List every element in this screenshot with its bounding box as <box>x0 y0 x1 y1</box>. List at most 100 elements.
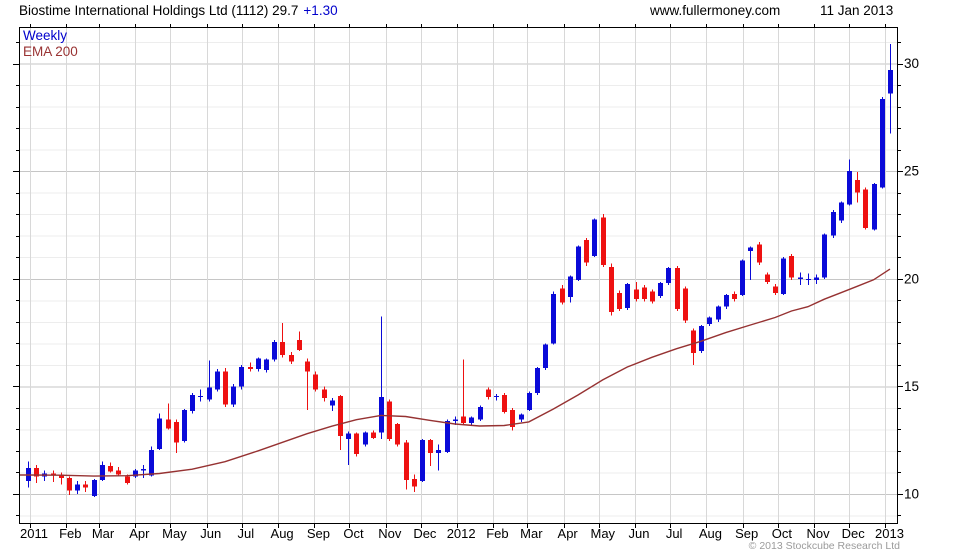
x-tick-label: Feb <box>59 526 81 541</box>
x-tick-label: Oct <box>772 526 793 541</box>
candle-body-up <box>100 464 105 480</box>
candle-body-down <box>280 342 285 356</box>
x-tick-label: 2011 <box>20 526 48 541</box>
y-tick-label: 20 <box>904 271 919 286</box>
candle-body-up <box>494 396 499 398</box>
candle-body-down <box>67 477 72 491</box>
x-tick-label: Nov <box>807 526 831 541</box>
candle-body-down <box>683 288 688 321</box>
candle-body-down <box>371 432 376 439</box>
candle-body-up <box>272 342 277 360</box>
candle-body-up <box>453 419 458 421</box>
candle-body-down <box>773 286 778 293</box>
candle-body-up <box>592 219 597 257</box>
candle-body-up <box>707 317 712 324</box>
candle-body-down <box>34 468 39 477</box>
candle-body-down <box>765 274 770 282</box>
ema-200-line <box>19 268 891 477</box>
x-tick-label: Sep <box>735 526 758 541</box>
candle-body-up <box>699 326 704 351</box>
price-change: +1.30 <box>303 3 338 18</box>
legend-timeframe: Weekly <box>23 28 68 43</box>
x-tick-label: Oct <box>343 526 364 541</box>
x-tick-label: Jun <box>629 526 650 541</box>
candle-body-up <box>716 306 721 320</box>
x-tick-label: Dec <box>842 526 866 541</box>
candle-body-up <box>872 184 877 230</box>
x-tick-label: Jul <box>238 526 255 541</box>
candle-body-up <box>264 359 269 371</box>
candle-body-up <box>658 283 663 296</box>
candle-body-up <box>141 469 146 471</box>
candle-body-down <box>338 396 343 436</box>
candle-body-down <box>560 288 565 303</box>
instrument-title: Biostime International Holdings Ltd (111… <box>19 3 299 18</box>
candle-body-down <box>510 410 515 428</box>
candle-body-up <box>625 284 630 308</box>
x-tick-label: Sep <box>307 526 330 541</box>
candle-body-down <box>248 366 253 370</box>
candle-body-down <box>166 419 171 429</box>
candle-body-up <box>831 212 836 236</box>
date-label: 11 Jan 2013 <box>820 3 894 18</box>
candle-body-up <box>363 432 368 445</box>
candle-body-up <box>535 368 540 393</box>
x-tick-label: Mar <box>92 526 115 541</box>
y-tick-label: 10 <box>904 486 919 501</box>
candle-body-down <box>855 179 860 193</box>
candle-body-up <box>231 386 236 405</box>
candle-body-down <box>395 424 400 445</box>
candle-body-up <box>527 392 532 411</box>
x-tick-label: Jul <box>666 526 683 541</box>
candle-body-down <box>502 394 507 413</box>
candle-body-up <box>478 406 483 420</box>
candle-body-up <box>748 247 753 251</box>
candle-body-down <box>461 416 466 423</box>
candle-body-down <box>289 355 294 362</box>
candle-body-up <box>798 277 803 279</box>
candle-body-down <box>412 478 417 487</box>
x-tick-label: Apr <box>558 526 579 541</box>
candle-body-up <box>543 344 548 369</box>
y-tick-label: 15 <box>904 379 919 394</box>
x-tick-label: 2013 <box>875 526 904 541</box>
candle-body-down <box>642 287 647 300</box>
grid-layer <box>19 27 897 523</box>
candle-body-up <box>814 277 819 280</box>
candle-body-down <box>354 433 359 455</box>
candle-body-down <box>617 292 622 309</box>
candle-body-up <box>740 260 745 295</box>
candle-body-down <box>757 244 762 263</box>
candle-body-up <box>666 268 671 284</box>
candle-body-up <box>551 293 556 344</box>
x-tick-label: 2012 <box>447 526 476 541</box>
candle-body-up <box>346 433 351 440</box>
candle-body-up <box>822 234 827 278</box>
candle-body-up <box>75 484 80 491</box>
plot-border <box>19 27 898 524</box>
x-tick-label: Feb <box>486 526 508 541</box>
candle-body-up <box>182 410 187 442</box>
candle-body-down <box>387 401 392 440</box>
candle-body-down <box>59 474 64 478</box>
candle-body-up <box>445 420 450 452</box>
candle-body-down <box>297 340 302 350</box>
candle-body-up <box>839 202 844 221</box>
candle-body-up <box>190 394 195 412</box>
candle-body-up <box>256 358 261 370</box>
x-tick-label: Jun <box>200 526 221 541</box>
candle-body-up <box>888 70 893 94</box>
x-tick-label: Aug <box>699 526 722 541</box>
y-tick-label: 25 <box>904 164 919 179</box>
candle-body-up <box>215 371 220 390</box>
candle-body-up <box>198 396 203 398</box>
x-tick-label: Mar <box>520 526 543 541</box>
candle-body-up <box>576 246 581 280</box>
copyright-label: © 2013 Stockcube Research Ltd <box>748 540 900 552</box>
candle-body-down <box>116 470 121 475</box>
candle-body-down <box>322 389 327 399</box>
y-tick-label: 30 <box>904 56 919 71</box>
candle-body-up <box>806 278 811 280</box>
candle-body-down <box>609 266 614 313</box>
